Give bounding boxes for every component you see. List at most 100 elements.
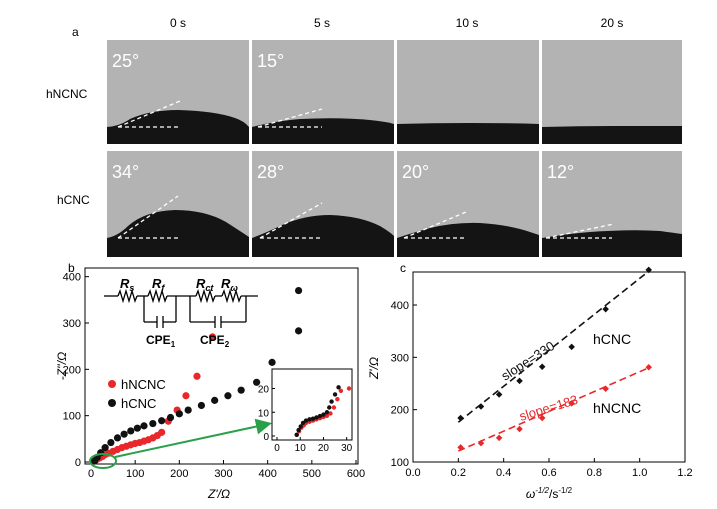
warburg-xtick-label: 1.2 <box>677 467 692 479</box>
droplet-image-hncnc-10s <box>397 40 539 144</box>
inset-point-hcnc <box>303 418 309 423</box>
warburg-point-hncnc <box>645 364 652 371</box>
equivalent-circuit <box>104 288 258 328</box>
legend-marker-hncnc <box>108 380 116 388</box>
nyquist-ytick-label: 0 <box>75 457 81 469</box>
nyquist-ylabel: -Z''/Ω <box>55 352 69 380</box>
inset-point-hncnc <box>331 405 337 410</box>
nyquist-point-hcnc <box>294 286 303 295</box>
angle-hcnc-20s: 12° <box>547 162 574 182</box>
inset-point-hcnc <box>332 392 338 397</box>
droplet-image-hcnc-5s <box>252 151 394 257</box>
warburg-point-hncnc <box>538 414 546 422</box>
circuit-rct-label: Rct <box>196 276 214 293</box>
legend-marker-hcnc <box>108 399 116 407</box>
warburg-point-hcnc <box>477 403 485 410</box>
time-label-3: 20 s <box>601 16 624 30</box>
nyquist-point-hcnc <box>237 386 245 394</box>
nyquist-xtick-label: 300 <box>214 468 232 480</box>
nyquist-point-hcnc <box>140 422 148 430</box>
circuit-rf-label: Rf <box>152 276 165 293</box>
inset-xtick-label: 30 <box>341 443 353 454</box>
inset-point-hcnc <box>329 399 334 404</box>
zoom-arrow <box>114 418 272 458</box>
nyquist-ytick-label: 100 <box>63 411 81 423</box>
inset-point-hcnc <box>336 385 341 390</box>
nyquist-point-hcnc <box>268 358 276 366</box>
nyquist-point-hcnc <box>294 327 303 335</box>
zoom-region-ellipse <box>89 453 117 469</box>
nyquist-xlabel: Z'/Ω <box>207 487 230 501</box>
angle-hcnc-0s: 34° <box>112 162 139 182</box>
inset-point-hcnc <box>321 412 326 417</box>
inset-point-hncnc <box>335 396 340 402</box>
nyquist-point-hcnc <box>211 396 219 404</box>
nyquist-xtick-label: 200 <box>170 468 188 480</box>
inset-point-hcnc <box>327 405 332 410</box>
droplet-image-hcnc-20s <box>542 151 682 257</box>
inset-ytick-label: 0 <box>263 432 269 443</box>
warburg-xtick-label: 0.4 <box>496 467 511 479</box>
warburg-point-hcnc <box>495 391 503 398</box>
warburg-point-hncnc <box>457 444 464 451</box>
droplet-image-hcnc-0s <box>107 151 249 257</box>
warburg-xtick-label: 0.6 <box>541 467 556 479</box>
droplet-image-hcnc-10s <box>397 151 539 257</box>
inset-axes: 0 10 20 30 0 10 20 <box>258 385 353 455</box>
droplet-image-hncnc-20s <box>542 40 682 144</box>
nyquist-point-hcnc <box>253 378 261 386</box>
inset-xtick-label: 10 <box>295 443 307 454</box>
inset-point-hcnc <box>324 410 330 415</box>
inset-point-hcnc <box>294 432 299 438</box>
row-label-hcnc: hCNC <box>57 193 90 207</box>
inset-ytick-label: 20 <box>258 385 270 396</box>
nyquist-xtick-label: 600 <box>347 468 365 480</box>
inset-xtick-label: 20 <box>318 443 330 454</box>
inset-point-hcnc <box>300 420 306 426</box>
warburg-points <box>457 266 652 451</box>
nyquist-point-hncnc <box>182 392 190 400</box>
series-label-hcnc: hCNC <box>593 331 631 347</box>
circuit-rs-label: Rs <box>120 276 134 293</box>
row-label-hncnc: hNCNC <box>46 87 88 101</box>
circuit-cpe1-label: CPE1 <box>146 333 176 349</box>
nyquist-point-hcnc <box>127 427 135 435</box>
panel-b-label: b <box>68 261 75 275</box>
warburg-point-hncnc <box>602 385 609 392</box>
panel-a: a 0 s 5 s 10 s 20 s hNCNC hCNC 25° 15° <box>46 16 682 257</box>
warburg-axes: 0.0 0.2 0.4 0.6 0.8 1.0 1.2 100 200 300 400 <box>391 300 693 479</box>
nyquist-point-hcnc <box>133 424 141 432</box>
time-label-1: 5 s <box>314 16 330 30</box>
droplet-image-hncnc-0s <box>107 40 249 144</box>
nyquist-point-hcnc <box>224 392 232 400</box>
panel-a-label: a <box>72 25 79 39</box>
nyquist-point-hcnc <box>107 438 115 447</box>
angle-hcnc-10s: 20° <box>402 162 429 182</box>
nyquist-xtick-label: 100 <box>126 468 144 480</box>
warburg-point-hcnc <box>602 305 609 313</box>
inset-point-hncnc <box>324 413 330 419</box>
nyquist-point-hncnc <box>193 372 201 380</box>
nyquist-point-hcnc <box>120 430 128 438</box>
inset-point-hncnc <box>338 388 344 394</box>
angle-hcnc-5s: 28° <box>257 162 284 182</box>
inset-point-hcnc <box>298 424 303 429</box>
warburg-point-hncnc <box>495 434 503 442</box>
inset-plot-frame <box>271 368 353 441</box>
warburg-xtick-label: 0.2 <box>451 467 466 479</box>
nyquist-plot-frame <box>84 267 359 465</box>
nyquist-point-hcnc <box>113 434 122 442</box>
inset-points <box>294 385 352 438</box>
nyquist-ytick-label: 400 <box>63 272 81 284</box>
warburg-point-hncnc <box>477 439 485 447</box>
nyquist-point-hcnc <box>175 410 183 418</box>
fit-line-hncnc <box>458 366 652 452</box>
inset-point-hcnc <box>314 415 319 420</box>
nyquist-xtick-label: 0 <box>88 468 94 480</box>
nyquist-point-hncnc <box>208 333 217 341</box>
nyquist-point-hcnc <box>166 413 175 422</box>
inset-point-hcnc <box>317 413 323 419</box>
warburg-ytick-label: 100 <box>391 457 409 469</box>
